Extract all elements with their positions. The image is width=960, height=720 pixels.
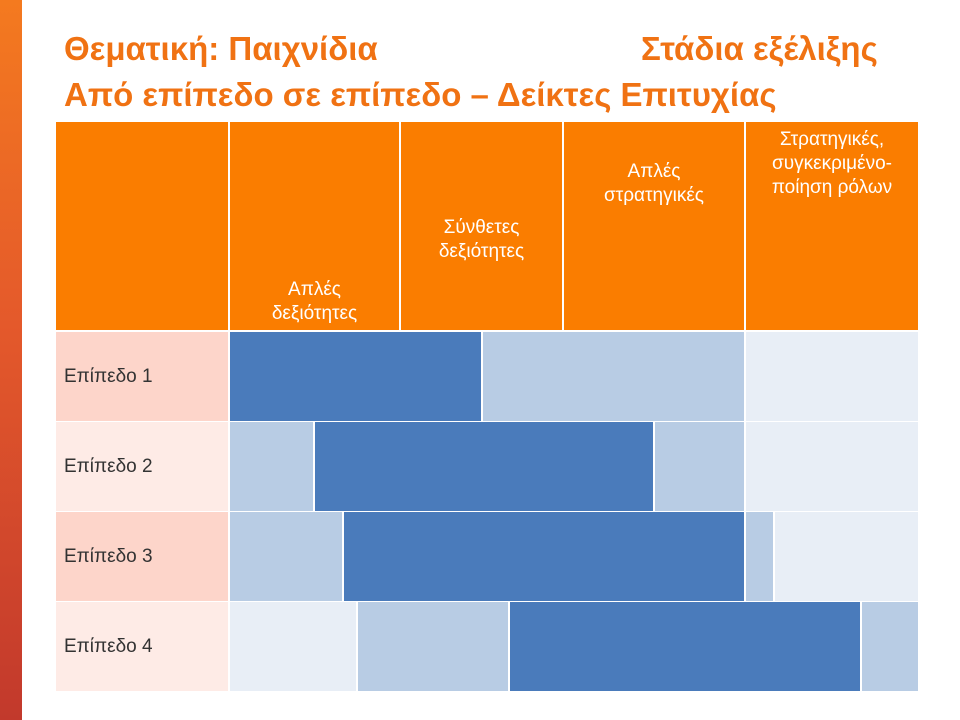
level-3-medium-band xyxy=(230,512,342,601)
level-3-strong-band xyxy=(344,512,744,601)
column-header-simple-skills: Απλές δεξιότητες xyxy=(230,122,399,330)
level-1-light-band xyxy=(746,332,918,421)
column-header-simple-strategies: Απλές στρατηγικές xyxy=(564,122,744,330)
level-label: Επίπεδο 4 xyxy=(64,635,153,657)
column-header-strategies-roles: Στρατηγικές, συγκεκριμένο-ποίηση ρόλων xyxy=(746,122,918,330)
level-4-light-band xyxy=(230,602,356,691)
column-header-label: Απλές δεξιότητες xyxy=(271,279,358,324)
level-3-light-band xyxy=(775,512,918,601)
level-2-medium-band-right xyxy=(655,422,744,511)
slide-title-stages: Στάδια εξέλιξης xyxy=(641,30,878,67)
level-label: Επίπεδο 2 xyxy=(64,455,153,477)
column-header-label: Απλές στρατηγικές xyxy=(604,161,704,206)
level-4-label-cell: Επίπεδο 4 xyxy=(56,602,228,691)
column-header-complex-skills: Σύνθετες δεξιότητες xyxy=(401,122,562,330)
level-3-medium-band-right xyxy=(746,512,773,601)
header-corner-cell xyxy=(56,122,228,330)
level-1-strong-band xyxy=(230,332,481,421)
level-label: Επίπεδο 3 xyxy=(64,545,153,567)
level-2-strong-band xyxy=(315,422,653,511)
left-accent-bar xyxy=(0,0,22,720)
level-4-strong-band xyxy=(510,602,860,691)
level-1-label-cell: Επίπεδο 1 xyxy=(56,332,228,421)
level-4-medium-band-right xyxy=(862,602,918,691)
level-3-label-cell: Επίπεδο 3 xyxy=(56,512,228,601)
level-1-medium-band xyxy=(483,332,744,421)
level-label: Επίπεδο 1 xyxy=(64,365,153,387)
level-2-medium-band xyxy=(230,422,313,511)
slide-title-theme: Θεματική: Παιχνίδια xyxy=(64,30,378,67)
level-4-medium-band xyxy=(358,602,508,691)
column-header-label: Σύνθετες δεξιότητες xyxy=(438,217,525,262)
level-2-label-cell: Επίπεδο 2 xyxy=(56,422,228,511)
level-2-light-band xyxy=(746,422,918,511)
column-header-label: Στρατηγικές, συγκεκριμένο-ποίηση ρόλων xyxy=(771,129,893,198)
slide-subtitle: Από επίπεδο σε επίπεδο – Δείκτες Επιτυχί… xyxy=(64,76,777,113)
